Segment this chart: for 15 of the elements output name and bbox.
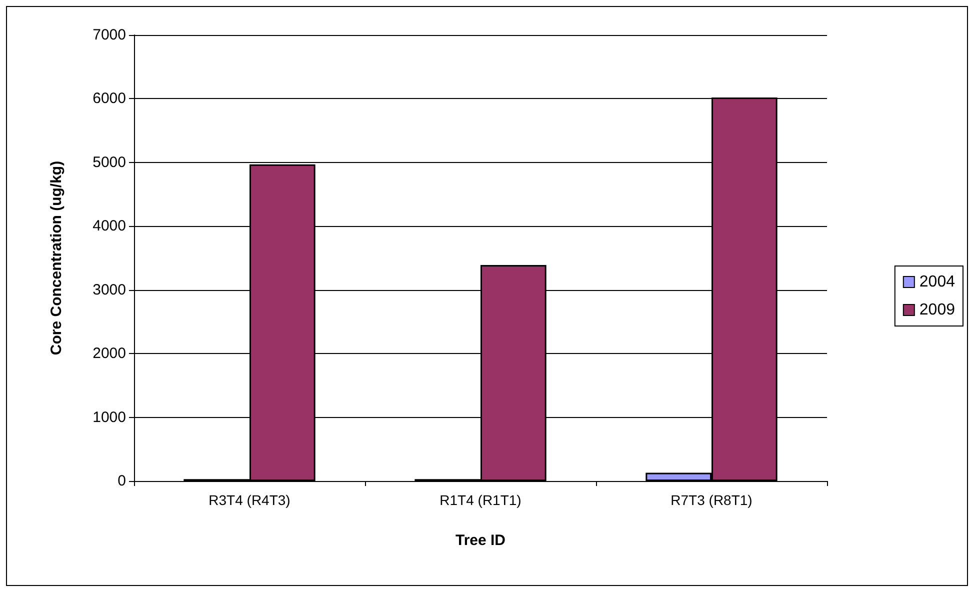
x-tick-label: R7T3 (R8T1) [670,492,752,508]
legend-label: 2009 [919,302,956,318]
y-tick-label: 6000 [92,90,126,108]
x-tick-label: R3T4 (R4T3) [208,492,290,508]
y-tick-label: 1000 [92,408,126,426]
legend-label: 2004 [919,274,956,290]
y-tick-label: 7000 [92,26,126,44]
x-tick-label: R1T4 (R1T1) [440,492,522,508]
y-tick-label: 2000 [92,345,126,362]
y-axis-title: Core Concentration (ug/kg) [48,160,65,356]
y-tick-label: 5000 [92,154,126,171]
y-tick-label: 3000 [92,281,126,298]
y-tick-label: 0 [118,472,126,490]
x-axis-title: Tree ID [455,532,506,549]
y-tick-label: 4000 [92,218,126,235]
